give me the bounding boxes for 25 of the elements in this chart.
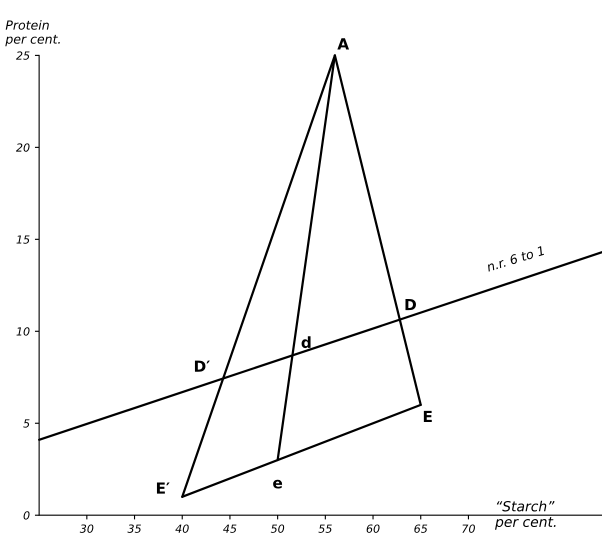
annotation: e — [273, 480, 282, 489]
x-tick-label: 30 — [80, 524, 94, 533]
x-tick-label: 50 — [270, 524, 284, 533]
y-tick-label: 25 — [16, 51, 30, 60]
y-tick-label: 0 — [24, 511, 30, 520]
annotation: E′ — [156, 482, 170, 494]
x-tick-label: 45 — [223, 524, 236, 533]
x-tick-label: 65 — [414, 524, 428, 533]
x-tick-label: 60 — [366, 524, 380, 533]
annotation: A — [337, 38, 350, 50]
x-tick-label: 55 — [318, 524, 332, 533]
x-axis-title: “Starch” per cent. — [495, 500, 556, 530]
y-tick-label: 5 — [23, 419, 30, 428]
annotation: E — [424, 410, 432, 422]
y-axis-title: Protein per cent. — [5, 20, 60, 46]
annotation: n.r. 6 to 1 — [486, 246, 544, 272]
annotation: D′ — [194, 360, 210, 372]
x-tick-label: 35 — [127, 524, 141, 533]
y-tick-label: 15 — [16, 235, 30, 244]
annotation: D — [405, 298, 416, 310]
x-tick-label: 40 — [175, 524, 189, 533]
y-tick-label: 10 — [16, 327, 30, 336]
annotation: d — [302, 336, 311, 348]
y-tick-label: 20 — [16, 143, 30, 152]
x-tick-label: 70 — [462, 524, 475, 533]
